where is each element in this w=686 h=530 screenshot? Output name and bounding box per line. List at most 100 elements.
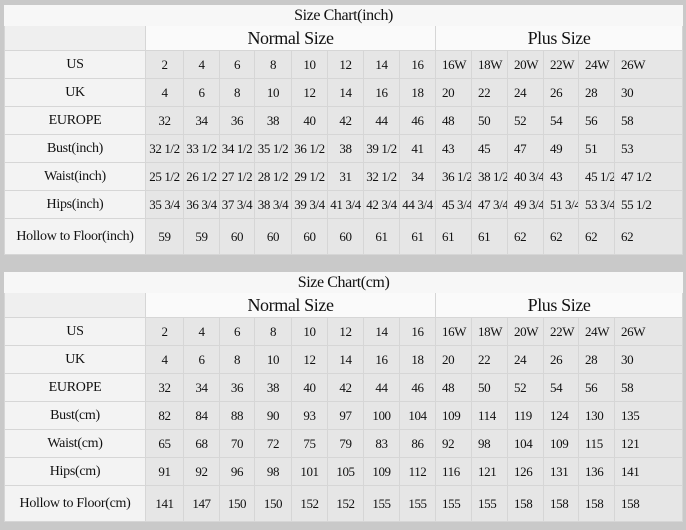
size-value-cell: 14 (363, 317, 400, 346)
size-value-cell: 53 (613, 134, 684, 163)
size-value-cell: 158 (543, 485, 579, 522)
size-value-cell: 12 (291, 345, 328, 374)
size-value-cell: 62 (613, 218, 684, 255)
size-value-cell: 53 3/4 (578, 190, 615, 219)
size-value-cell: 16 (399, 50, 436, 79)
size-value-cell: 136 (578, 457, 615, 486)
size-value-cell: 28 (578, 345, 615, 374)
size-value-cell: 42 (327, 106, 364, 135)
size-value-cell: 16W (435, 50, 472, 79)
size-value-cell: 26W (613, 50, 684, 79)
size-value-cell: 56 (578, 106, 615, 135)
size-value-cell: 45 3/4 (435, 190, 472, 219)
size-value-cell: 58 (613, 106, 684, 135)
size-value-cell: 38 3/4 (254, 190, 292, 219)
size-value-cell: 55 1/2 (613, 190, 684, 219)
size-value-cell: 4 (145, 78, 184, 107)
size-value-cell: 20W (507, 317, 544, 346)
size-value-cell: 109 (363, 457, 400, 486)
row-label: Hollow to Floor(cm) (4, 485, 146, 522)
plus-size-header: Plus Size (434, 292, 684, 318)
corner-cell (4, 25, 146, 51)
size-value-cell: 86 (399, 429, 436, 458)
size-value-cell: 35 3/4 (145, 190, 184, 219)
size-value-cell: 16 (399, 317, 436, 346)
size-value-cell: 158 (578, 485, 615, 522)
size-value-cell: 47 1/2 (613, 162, 684, 191)
size-value-cell: 22W (543, 317, 579, 346)
size-value-cell: 93 (291, 401, 328, 430)
size-value-cell: 155 (471, 485, 508, 522)
size-value-cell: 6 (219, 317, 255, 346)
size-value-cell: 105 (327, 457, 364, 486)
size-value-cell: 36 (219, 106, 255, 135)
size-value-cell: 8 (254, 50, 292, 79)
table-row: Hollow to Floor(inch) 59 59 60 60 60 60 61 61 61 6… (4, 218, 684, 255)
size-value-cell: 39 1/2 (363, 134, 400, 163)
size-value-cell: 51 (578, 134, 615, 163)
size-value-cell: 46 (399, 106, 436, 135)
size-value-cell: 8 (219, 78, 255, 107)
table-row: US 2 4 6 8 10 12 14 16 16W 18W 20W 22W 24W 26W (4, 50, 684, 79)
size-value-cell: 12 (291, 78, 328, 107)
size-value-cell: 40 3/4 (507, 162, 544, 191)
size-value-cell: 25 1/2 (145, 162, 184, 191)
size-value-cell: 50 (471, 106, 508, 135)
size-value-cell: 61 (399, 218, 436, 255)
size-value-cell: 43 (435, 134, 472, 163)
table-row: UK 4 6 8 10 12 14 16 18 20 22 24 26 28 30 (4, 345, 684, 374)
table-row: Waist(inch) 25 1/2 26 1/2 27 1/2 28 1/2 29 1/… (4, 162, 684, 191)
size-value-cell: 47 (507, 134, 544, 163)
size-value-cell: 100 (363, 401, 400, 430)
size-value-cell: 158 (507, 485, 544, 522)
size-value-cell: 51 3/4 (543, 190, 579, 219)
size-value-cell: 14 (363, 50, 400, 79)
size-value-cell: 141 (145, 485, 184, 522)
size-value-cell: 24W (578, 50, 615, 79)
size-value-cell: 41 3/4 (327, 190, 364, 219)
size-value-cell: 22 (471, 78, 508, 107)
size-value-cell: 42 (327, 373, 364, 402)
size-value-cell: 98 (471, 429, 508, 458)
size-value-cell: 44 (363, 373, 400, 402)
size-value-cell: 28 1/2 (254, 162, 292, 191)
size-value-cell: 88 (219, 401, 255, 430)
size-value-cell: 152 (291, 485, 328, 522)
size-value-cell: 20 (435, 78, 472, 107)
size-value-cell: 131 (543, 457, 579, 486)
size-value-cell: 33 1/2 (183, 134, 220, 163)
size-chart-inch: Size Chart(inch) Normal Size Plus Size US 2 4… (3, 5, 684, 255)
normal-size-header: Normal Size (145, 292, 436, 318)
size-value-cell: 18 (399, 78, 436, 107)
table-row: Bust(cm) 82 84 88 90 93 97 100 104 109 114 119 124 13… (4, 401, 684, 430)
size-value-cell: 22 (471, 345, 508, 374)
size-value-cell: 45 1/2 (578, 162, 615, 191)
size-value-cell: 8 (219, 345, 255, 374)
size-table: Size Chart(inch) Normal Size Plus Size US 2 4… (3, 5, 684, 255)
size-value-cell: 34 (183, 373, 220, 402)
size-value-cell: 32 (145, 106, 184, 135)
size-value-cell: 109 (435, 401, 472, 430)
size-value-cell: 8 (254, 317, 292, 346)
size-value-cell: 121 (613, 429, 684, 458)
size-value-cell: 16 (363, 345, 400, 374)
size-value-cell: 30 (613, 78, 684, 107)
size-value-cell: 141 (613, 457, 684, 486)
row-label: US (4, 317, 146, 346)
size-value-cell: 38 (254, 106, 292, 135)
size-value-cell: 39 3/4 (291, 190, 328, 219)
row-label: Bust(cm) (4, 401, 146, 430)
size-value-cell: 82 (145, 401, 184, 430)
row-label: Waist(inch) (4, 162, 146, 191)
size-value-cell: 98 (254, 457, 292, 486)
chart-title: Size Chart(inch) (3, 5, 684, 26)
table-row: US 2 4 6 8 10 12 14 16 16W 18W 20W 22W 24W 26W (4, 317, 684, 346)
size-value-cell: 4 (183, 50, 220, 79)
size-value-cell: 135 (613, 401, 684, 430)
size-value-cell: 79 (327, 429, 364, 458)
size-value-cell: 152 (327, 485, 364, 522)
size-value-cell: 32 1/2 (145, 134, 184, 163)
size-value-cell: 124 (543, 401, 579, 430)
size-value-cell: 61 (363, 218, 400, 255)
size-value-cell: 6 (219, 50, 255, 79)
